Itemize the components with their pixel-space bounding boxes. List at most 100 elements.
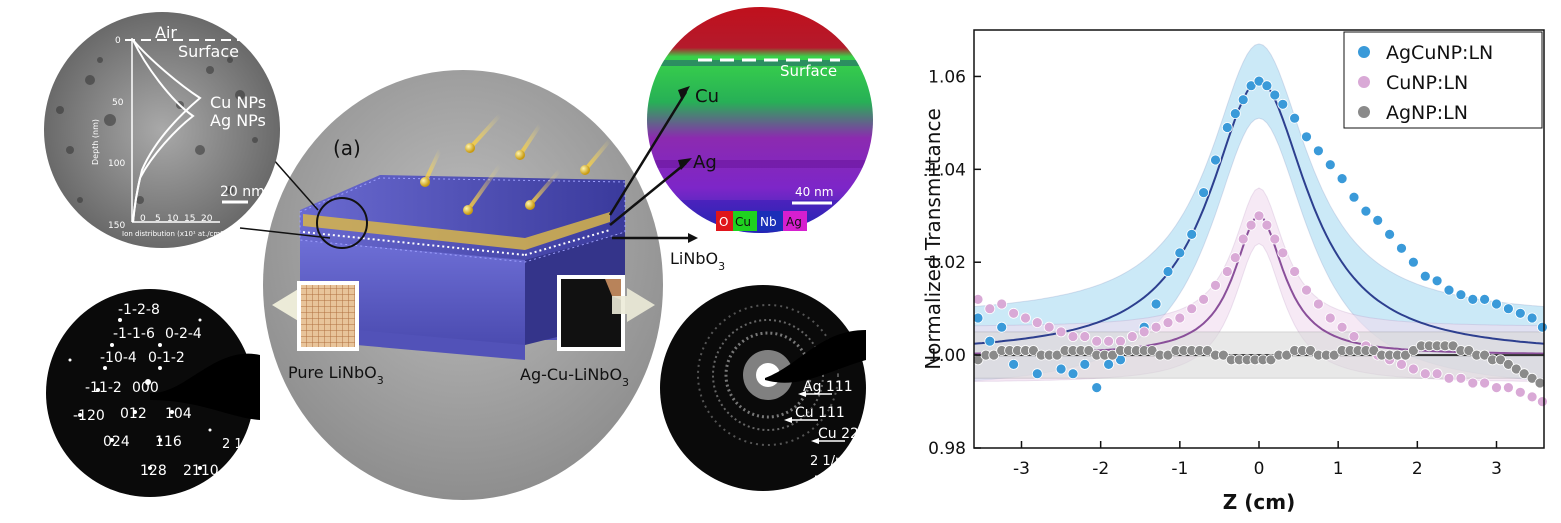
saed-spot-2: -1-1-6 (113, 326, 155, 342)
data-point-cunp-ln (1245, 219, 1257, 231)
x-tick-label: -1 (1171, 459, 1188, 479)
data-point-cunp-ln (1210, 279, 1221, 291)
y-axis-label: Normalized Transmittance (921, 108, 945, 370)
tem-surface-label: Surface (178, 42, 239, 61)
eds-legend-ag-swatch (783, 211, 807, 231)
tem-dist-tick-0: 0 (140, 214, 146, 224)
x-tick-label: 3 (1491, 459, 1502, 479)
data-point-agcunp-ln (1479, 293, 1490, 305)
eds-legend-nb: Nb (760, 215, 777, 229)
data-point-cunp-ln (1253, 210, 1265, 222)
legend-marker (1358, 46, 1370, 58)
data-point-agcunp-ln (1008, 358, 1019, 370)
chart-svg: -3 -2 -1 0 1 2 3 0.98 1.00 1.02 1.04 1.06 Z (cm) N… (921, 29, 1548, 514)
data-point-cunp-ln (996, 298, 1008, 310)
data-point-agcunp-ln (1384, 228, 1396, 240)
data-point-agcunp-ln (1031, 368, 1043, 380)
data-point-cunp-ln (1221, 266, 1233, 277)
data-point-agcunp-ln (1162, 266, 1174, 277)
data-point-agnp-ln (1107, 349, 1118, 361)
saed-spot-8: -120 (73, 408, 105, 424)
tem-depth-tick-50: 50 (112, 98, 124, 108)
data-point-cunp-ln (1229, 252, 1241, 264)
saed-ring-ag111: Ag 111 (803, 379, 853, 395)
data-point-cunp-ln (1336, 321, 1348, 333)
data-point-agcunp-ln (1396, 242, 1407, 254)
saed-spot-3: 0-2-4 (165, 326, 202, 342)
data-point-cunp-ln (1067, 331, 1079, 342)
data-point-cunp-ln (1514, 386, 1526, 398)
schematic-label: (a) (333, 136, 361, 160)
data-point-cunp-ln (1138, 326, 1150, 338)
data-point-cunp-ln (1079, 331, 1091, 342)
data-point-cunp-ln (1115, 335, 1126, 347)
agcu-linbo3-label: Ag-Cu-LiNbO3 (520, 365, 629, 389)
eds-legend-ag: Ag (786, 215, 802, 229)
agcu-linbo3-sub: 3 (622, 376, 629, 389)
data-points (972, 75, 1548, 408)
data-point-agcunp-ln (1079, 358, 1091, 370)
tem-dist-tick-20: 20 (201, 214, 213, 224)
data-point-agnp-ln (1534, 377, 1546, 389)
pure-linbo3-inset (272, 281, 359, 351)
eds-scale-label: 40 nm (795, 185, 833, 199)
data-point-cunp-ln (1150, 321, 1162, 333)
saed-pure-pattern (46, 289, 262, 497)
data-point-agcunp-ln (984, 335, 996, 347)
data-point-cunp-ln (984, 303, 996, 315)
tem-dist-tick-15: 15 (184, 214, 195, 224)
tem-profile-image (44, 12, 280, 248)
eds-element-legend: O Cu Nb Ag (716, 211, 807, 231)
data-point-agcunp-ln (1407, 256, 1419, 268)
data-point-agcunp-ln (1431, 275, 1443, 287)
tem-scale-label: 20 nm (220, 184, 265, 200)
magnifier-circle (316, 197, 368, 249)
legend-marker (1358, 106, 1370, 118)
data-point-agcunp-ln (1301, 131, 1312, 143)
tem-dist-tick-5: 5 (155, 214, 161, 224)
data-point-agcunp-ln (1237, 94, 1249, 106)
data-point-cunp-ln (1443, 372, 1455, 384)
data-point-cunp-ln (1407, 363, 1419, 375)
transmittance-chart: -3 -2 -1 0 1 2 3 0.98 1.00 1.02 1.04 1.06 Z (cm) N… (910, 0, 1561, 519)
data-point-cunp-ln (1031, 317, 1043, 329)
data-point-agcunp-ln (1419, 270, 1431, 282)
saed-ring-cu220: Cu 220 (818, 426, 868, 442)
data-point-agnp-ln (1202, 345, 1213, 356)
data-point-cunp-ln (1020, 312, 1031, 324)
data-point-cunp-ln (1198, 293, 1210, 305)
data-point-cunp-ln (1008, 307, 1019, 319)
data-point-agnp-ln (1510, 363, 1522, 375)
legend-label: CuNP:LN (1386, 72, 1468, 94)
y-tick-label: 0.98 (928, 439, 966, 459)
data-point-cunp-ln (1162, 317, 1174, 329)
ion-beams (420, 113, 612, 215)
saed-spot-11: 024 (103, 434, 130, 450)
linbo3-label-main: LiNbO (670, 249, 718, 268)
data-point-agcunp-ln (1277, 98, 1289, 110)
data-point-cunp-ln (1055, 326, 1067, 338)
data-point-agcunp-ln (1503, 303, 1514, 315)
data-point-agnp-ln (1400, 349, 1411, 361)
eds-legend-nb-swatch (757, 211, 783, 231)
data-point-agnp-ln (1518, 368, 1530, 380)
saed-spot-4: -10-4 (100, 350, 137, 366)
data-point-agnp-ln (1526, 372, 1538, 384)
data-point-agcunp-ln (1467, 293, 1479, 305)
saed-ring-cu111: Cu 111 (795, 405, 845, 421)
data-point-cunp-ln (972, 293, 984, 305)
data-point-cunp-ln (1237, 233, 1249, 245)
data-point-agcunp-ln (1229, 108, 1241, 119)
data-point-agnp-ln (1447, 340, 1459, 352)
saed-agcu-pattern (660, 285, 866, 491)
data-point-agcunp-ln (1067, 368, 1079, 380)
legend-label: AgCuNP:LN (1386, 42, 1493, 64)
pure-linbo3-main: Pure LiNbO (288, 363, 377, 382)
pure-linbo3-sub: 3 (377, 374, 384, 387)
data-point-agnp-ln (1305, 345, 1316, 356)
eds-map-image (647, 7, 873, 233)
data-point-agcunp-ln (1269, 89, 1281, 101)
saed-spot-13: 128 (140, 463, 167, 479)
data-point-agcunp-ln (996, 321, 1008, 333)
data-point-cunp-ln (1289, 266, 1301, 277)
